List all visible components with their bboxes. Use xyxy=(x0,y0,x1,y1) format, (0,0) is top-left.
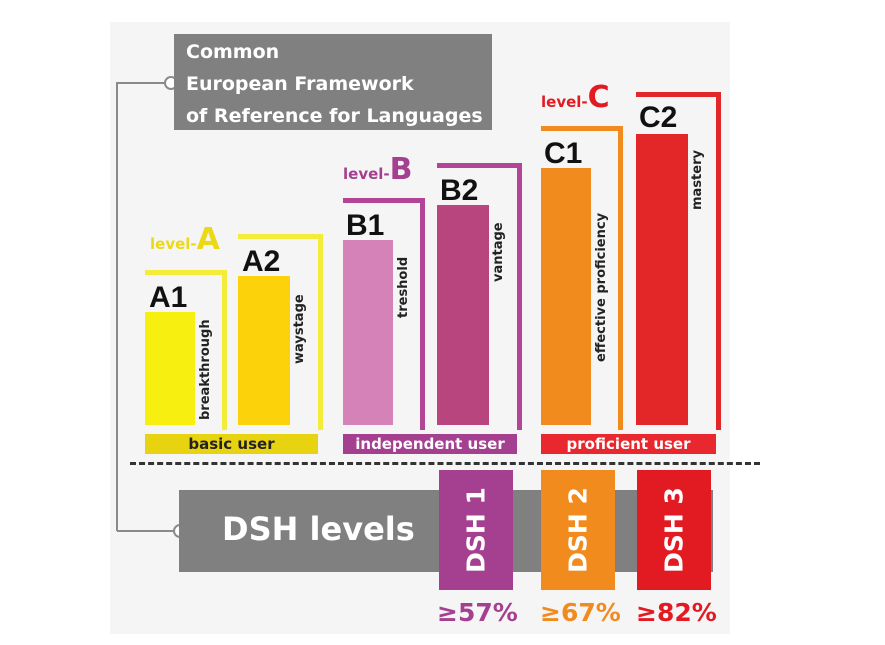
cefr-title-box: Common European Framework of Reference f… xyxy=(174,34,492,130)
dsh-1-column: DSH 1 xyxy=(439,470,513,590)
bar-b2-fill xyxy=(437,205,489,425)
bar-a1-descriptor: breakthrough xyxy=(198,319,213,420)
bar-b2-descriptor: vantage xyxy=(491,222,506,282)
bar-b1-descriptor: treshold xyxy=(396,256,411,318)
bar-c2-fill xyxy=(636,134,688,425)
bar-c1-code: C1 xyxy=(544,137,583,170)
level-b-prefix: level- xyxy=(343,165,390,183)
connector-line-vertical xyxy=(116,82,118,531)
bar-a2-fill xyxy=(238,276,290,425)
level-c-header: level-C xyxy=(541,80,610,115)
connector-line-top xyxy=(117,82,174,84)
dsh-3-label: DSH 3 xyxy=(659,487,689,573)
cefr-title-line-3: of Reference for Languages xyxy=(186,105,483,127)
bar-a1-frame xyxy=(145,270,227,430)
bar-a2-frame xyxy=(238,234,323,430)
bar-b1-frame xyxy=(343,198,425,430)
level-c-prefix: level- xyxy=(541,93,588,111)
bar-c2-descriptor: mastery xyxy=(690,150,705,210)
bar-a1-code: A1 xyxy=(149,281,188,314)
dsh-1-label: DSH 1 xyxy=(461,487,491,573)
level-c-letter: C xyxy=(587,80,610,115)
level-a-header: level-A xyxy=(150,222,220,257)
level-b-header: level-B xyxy=(343,152,413,187)
dsh-2-label: DSH 2 xyxy=(563,487,593,573)
dsh-3-column: DSH 3 xyxy=(637,470,711,590)
bar-c1-fill xyxy=(541,168,591,425)
band-proficient-user: proficient user xyxy=(541,434,716,454)
bar-c2-frame xyxy=(636,92,721,430)
dsh-1-percent: ≥57% xyxy=(437,598,518,627)
dsh-3-percent: ≥82% xyxy=(636,598,717,627)
bar-b2-frame xyxy=(437,163,522,430)
bar-b2-code: B2 xyxy=(440,174,479,207)
level-a-prefix: level- xyxy=(150,235,197,253)
dsh-title: DSH levels xyxy=(222,510,415,548)
bar-c1-frame xyxy=(541,126,623,430)
bar-b1-code: B1 xyxy=(346,209,385,242)
cefr-title-line-1: Common xyxy=(186,41,280,63)
bar-a1-fill xyxy=(145,312,195,425)
level-a-letter: A xyxy=(196,222,220,257)
connector-line-bottom xyxy=(117,530,179,532)
dsh-2-column: DSH 2 xyxy=(541,470,615,590)
band-independent-user: independent user xyxy=(343,434,517,454)
cefr-title-line-2: European Framework xyxy=(186,73,414,95)
bar-c1-descriptor: effective proficiency xyxy=(594,212,609,362)
band-basic-user: basic user xyxy=(145,434,318,454)
divider-dashed-line xyxy=(130,462,760,465)
bar-a2-code: A2 xyxy=(242,245,281,278)
bar-b1-fill xyxy=(343,240,393,425)
bar-a2-descriptor: waystage xyxy=(292,294,307,364)
level-b-letter: B xyxy=(389,152,413,187)
bar-c2-code: C2 xyxy=(639,101,678,134)
dsh-2-percent: ≥67% xyxy=(540,598,621,627)
